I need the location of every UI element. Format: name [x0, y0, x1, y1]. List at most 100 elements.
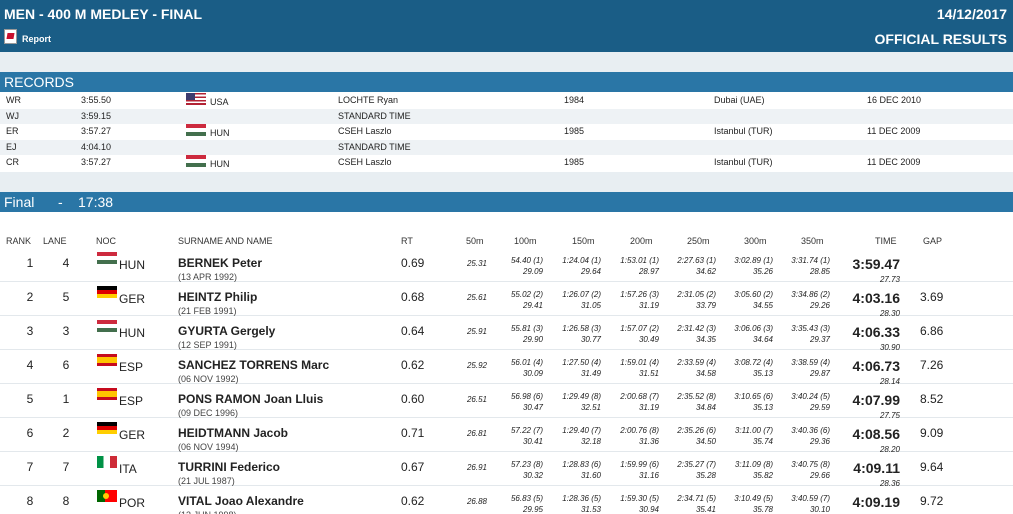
records-section-bar: RECORDS: [0, 72, 1013, 92]
last-lap-split: 27.75: [879, 411, 900, 420]
split-cumulative: 57.22 (7): [510, 426, 543, 435]
record-name: CSEH Laszlo: [338, 126, 392, 136]
split-cumulative: 1:53.01 (1): [620, 256, 659, 265]
por-flag-icon: [97, 490, 117, 502]
split-lap: 30.77: [580, 335, 601, 344]
split-cumulative: 1:26.07 (2): [562, 290, 601, 299]
split-lap: 33.79: [695, 301, 716, 310]
noc-value: HUN: [119, 326, 145, 340]
athlete-name: GYURTA Gergely: [178, 324, 276, 338]
split-cumulative: 3:11.00 (7): [734, 426, 773, 435]
split-lap: 29.64: [580, 267, 601, 276]
result-row[interactable]: 3 3 HUN GYURTA Gergely (12 SEP 1991) 0.64 25.9…: [0, 316, 1013, 352]
split-50m: 26.81: [466, 429, 487, 438]
split-cumulative: 2:35.27 (7): [677, 460, 716, 469]
gap-value: 3.69: [920, 290, 944, 304]
result-row[interactable]: 2 5 GER HEINTZ Philip (21 FEB 1991) 0.68 25.61…: [0, 282, 1013, 318]
split-50m: 25.61: [466, 293, 487, 302]
result-row[interactable]: 7 7 ITA TURRINI Federico (21 JUL 1987) 0.67 26…: [0, 452, 1013, 488]
split-lap: 30.09: [522, 369, 543, 378]
event-date: 14/12/2017: [936, 6, 1007, 22]
record-name: STANDARD TIME: [338, 141, 411, 152]
record-name: CSEH Laszlo: [338, 157, 392, 167]
split-cumulative: 56.98 (6): [510, 392, 543, 401]
split-lap: 34.62: [695, 267, 716, 276]
split-lap: 29.26: [809, 301, 830, 310]
reaction-time: 0.69: [401, 256, 425, 270]
result-row[interactable]: 1 4 HUN BERNEK Peter (13 APR 1992) 0.69 25.31 5…: [0, 248, 1013, 284]
split-lap: 31.51: [638, 369, 659, 378]
last-lap-split: 27.73: [879, 275, 900, 284]
last-lap-split: 28.30: [879, 309, 900, 318]
result-row[interactable]: 5 1 ESP PONS RAMON Joan Lluis (09 DEC 1996) 0…: [0, 384, 1013, 420]
split-cumulative: 2:27.63 (1): [677, 256, 716, 265]
split-lap: 35.41: [695, 505, 716, 514]
final-time: 4:07.99: [852, 392, 900, 408]
gap-value: 9.09: [920, 426, 944, 440]
record-code: EJ: [6, 141, 17, 152]
report-link[interactable]: Report: [4, 29, 51, 44]
split-lap: 29.59: [809, 403, 830, 412]
rank-value: 5: [26, 392, 34, 406]
final-label: Final: [4, 194, 35, 210]
spacer-band: [0, 212, 1013, 230]
split-lap: 29.09: [522, 267, 543, 276]
gap-value: 8.52: [920, 392, 944, 406]
athlete-dob: (06 NOV 1992): [178, 374, 239, 384]
athlete-name: TURRINI Federico: [178, 460, 281, 474]
split-50m: 26.51: [466, 395, 487, 404]
record-name: STANDARD TIME: [338, 110, 411, 121]
final-separator: -: [58, 194, 63, 210]
split-cumulative: 1:57.07 (2): [620, 324, 659, 333]
split-lap: 30.10: [809, 505, 830, 514]
gap-value: 9.64: [920, 460, 944, 474]
final-section-bar: Final - 17:38: [0, 192, 1013, 212]
last-lap-split: 28.36: [879, 479, 900, 488]
page-header: MEN - 400 M MEDLEY - FINAL 14/12/2017 Re…: [0, 0, 1013, 52]
split-cumulative: 3:38.59 (4): [791, 358, 830, 367]
split-cumulative: 3:10.49 (5): [734, 494, 773, 503]
split-cumulative: 2:31.05 (2): [677, 290, 716, 299]
split-cumulative: 2:31.42 (3): [677, 324, 716, 333]
athlete-dob: (06 NOV 1994): [178, 442, 239, 452]
rank-value: 2: [26, 290, 34, 304]
official-results-label: OFFICIAL RESULTS: [874, 31, 1007, 47]
record-row: WR 3:55.50 USA LOCHTE Ryan 1984 Dubai (UAE) 16…: [0, 93, 1013, 109]
athlete-name: SANCHEZ TORRENS Marc: [178, 358, 330, 372]
split-lap: 35.82: [752, 471, 773, 480]
col-300m: 300m: [744, 236, 767, 246]
athlete-name: HEIDTMANN Jacob: [178, 426, 289, 440]
record-row: EJ 4:04.10 STANDARD TIME: [0, 139, 1013, 155]
record-code: ER: [6, 126, 19, 136]
split-cumulative: 55.02 (2): [510, 290, 543, 299]
col-rt: RT: [401, 236, 413, 246]
split-50m: 25.31: [466, 259, 487, 268]
split-lap: 31.05: [580, 301, 601, 310]
col-name: SURNAME AND NAME: [178, 236, 273, 246]
hun-flag-icon: [186, 124, 206, 136]
split-cumulative: 3:40.75 (8): [791, 460, 830, 469]
result-row[interactable]: 6 2 GER HEIDTMANN Jacob (06 NOV 1994) 0.71 26.…: [0, 418, 1013, 454]
spacer-band: [0, 172, 1013, 192]
split-cumulative: 2:34.71 (5): [677, 494, 716, 503]
record-row: WJ 3:59.15 STANDARD TIME: [0, 108, 1013, 124]
lane-value: 5: [62, 290, 70, 304]
result-row[interactable]: 4 6 ESP SANCHEZ TORRENS Marc (06 NOV 1992) 0.…: [0, 350, 1013, 386]
split-cumulative: 3:35.43 (3): [791, 324, 830, 333]
noc-value: POR: [119, 496, 146, 510]
last-lap-split: 30.90: [879, 343, 900, 352]
lane-value: 2: [62, 426, 70, 440]
record-year: 1985: [564, 157, 585, 167]
athlete-dob: (12 SEP 1991): [178, 340, 237, 350]
record-year: 1985: [564, 126, 585, 136]
noc-value: ESP: [119, 394, 144, 408]
result-row[interactable]: 8 8 POR VITAL Joao Alexandre (13 JUN 1998) 0.…: [0, 486, 1013, 514]
split-cumulative: 3:08.72 (4): [734, 358, 773, 367]
split-lap: 31.36: [638, 437, 659, 446]
hun-flag-icon: [186, 155, 206, 167]
record-noc: USA: [210, 97, 229, 107]
gap-value: 6.86: [920, 324, 944, 338]
split-lap: 35.74: [752, 437, 773, 446]
gap-value: 9.72: [920, 494, 944, 508]
split-lap: 31.19: [638, 301, 659, 310]
